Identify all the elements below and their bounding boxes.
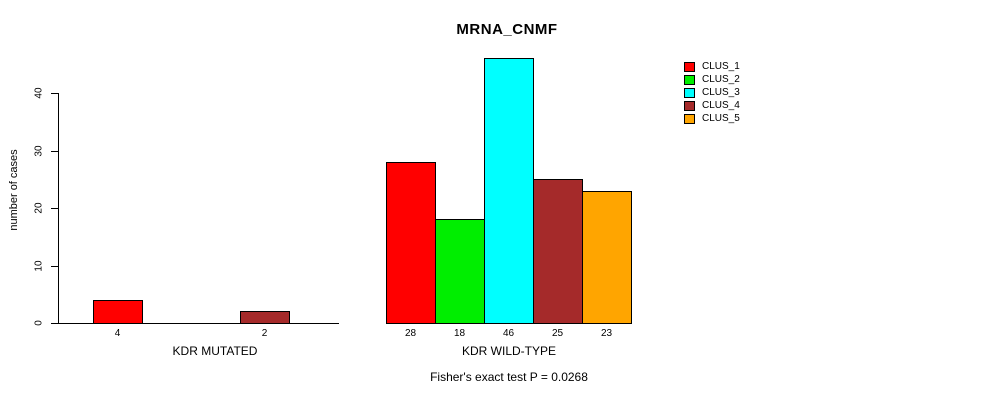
chart-title: MRNA_CNMF [456,21,558,38]
y-axis-line [58,93,59,324]
y-tick-0 [51,323,58,324]
y-tick-label-10: 10 [33,260,45,272]
legend: CLUS_1 CLUS_2 CLUS_3 CLUS_4 CLUS_5 [684,61,740,125]
bar-CLUS_3-wild-type [484,58,534,324]
y-tick-10 [51,266,58,267]
bar-value-label: 23 [600,328,613,339]
legend-row-CLUS_4: CLUS_4 [684,99,740,112]
y-tick-label-0: 0 [33,320,45,326]
bar-CLUS_5-wild-type [582,191,632,324]
legend-label-CLUS_1: CLUS_1 [702,61,740,73]
y-tick-40 [51,93,58,94]
y-tick-20 [51,208,58,209]
group-label-kdr-mutated: KDR MUTATED [172,344,258,358]
x-baseline-mutated [58,323,339,324]
bar-value-label: 4 [114,328,121,339]
legend-swatch-CLUS_4 [684,100,695,111]
legend-label-CLUS_3: CLUS_3 [702,86,740,98]
bar-value-label: 25 [551,328,564,339]
legend-swatch-CLUS_5 [684,113,695,124]
bar-CLUS_1-mutated [93,300,143,324]
bar-value-label: 18 [453,328,466,339]
legend-label-CLUS_4: CLUS_4 [702,99,740,111]
legend-row-CLUS_5: CLUS_5 [684,112,740,125]
legend-swatch-CLUS_1 [684,62,695,73]
y-tick-30 [51,151,58,152]
legend-swatch-CLUS_2 [684,75,695,86]
bar-CLUS_2-wild-type [435,219,485,324]
bar-CLUS_4-wild-type [533,179,583,324]
legend-row-CLUS_1: CLUS_1 [684,61,740,74]
bar-value-label: 46 [502,328,515,339]
bar-CLUS_4-mutated [240,311,290,324]
fisher-test-annotation: Fisher's exact test P = 0.0268 [430,370,588,384]
legend-label-CLUS_5: CLUS_5 [702,112,740,124]
group-label-kdr-wild-type: KDR WILD-TYPE [461,344,557,358]
bar-CLUS_1-wild-type [386,162,436,324]
y-tick-label-20: 20 [33,202,45,214]
bar-value-label: 28 [404,328,417,339]
y-axis-label: number of cases [8,149,20,231]
legend-swatch-CLUS_3 [684,87,695,98]
y-tick-label-40: 40 [33,87,45,99]
y-tick-label-30: 30 [33,145,45,157]
legend-row-CLUS_2: CLUS_2 [684,74,740,87]
bar-value-label: 2 [261,328,268,339]
legend-label-CLUS_2: CLUS_2 [702,74,740,86]
legend-row-CLUS_3: CLUS_3 [684,87,740,100]
